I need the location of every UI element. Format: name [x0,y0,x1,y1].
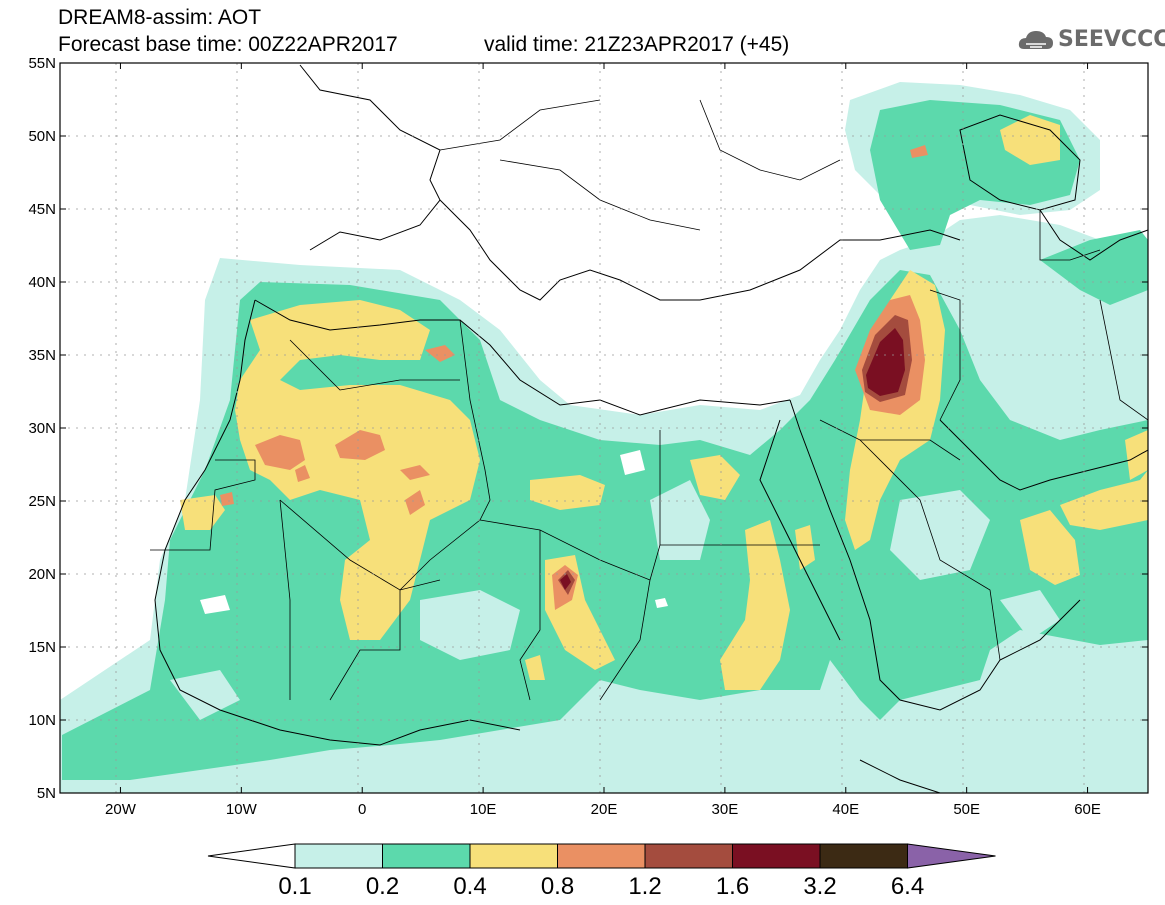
colorbar-over-triangle [907,843,996,869]
seevccc-logo: SEEVCCC [1016,25,1165,55]
colorbar: 0.1 0.2 0.4 0.8 1.2 1.6 3.2 6.4 [207,843,996,900]
longitude-axis: 20W 10W 0 10E 20E 30E 40E 50E 60E [105,63,1101,818]
lat-tick-label: 25N [28,493,56,510]
lat-tick-label: 20N [28,566,56,583]
lon-tick-label: 10E [470,801,497,818]
lon-tick-label: 50E [953,801,980,818]
lon-tick-label: 0 [358,801,366,818]
colorbar-box [557,843,646,869]
colorbar-level-label: 0.1 [278,873,311,900]
cloud-logo-icon [1018,31,1053,49]
aot-band-1.6 [560,328,905,590]
lat-tick-label: 5N [37,785,56,802]
colorbar-box [819,843,908,869]
lon-tick-label: 40E [832,801,859,818]
colorbar-box [644,843,733,869]
valid-time: valid time: 21Z23APR2017 (+45) [484,33,790,56]
colorbar-under-triangle [207,843,296,869]
lat-tick-label: 40N [28,274,56,291]
logo-text: SEEVCCC [1058,27,1165,52]
lon-tick-label: 60E [1074,801,1101,818]
lat-tick-label: 45N [28,201,56,218]
lon-tick-label: 10W [226,801,258,818]
aot-lighter-holes [170,480,1060,720]
lat-tick-label: 50N [28,128,56,145]
lon-tick-label: 30E [712,801,739,818]
map-title: DREAM8-assim: AOT [58,6,262,29]
lat-tick-label: 55N [28,55,56,72]
colorbar-level-label: 1.6 [716,873,749,900]
colorbar-level-label: 3.2 [803,873,836,900]
colorbar-level-label: 0.8 [541,873,574,900]
lon-tick-label: 20E [591,801,618,818]
lat-tick-label: 30N [28,420,56,437]
colorbar-level-label: 6.4 [891,873,924,900]
country-borders [150,99,1148,701]
colorbar-box [382,843,471,869]
lon-tick-label: 20W [105,801,137,818]
aot-clear-holes [200,450,668,614]
colorbar-level-label: 0.4 [453,873,486,900]
colorbar-level-label: 0.2 [366,873,399,900]
colorbar-level-label: 1.2 [628,873,661,900]
coastlines [154,64,1148,793]
lat-tick-label: 35N [28,347,56,364]
colorbar-box [294,843,383,869]
grid-lines [60,63,1148,793]
latitude-axis: 55N 50N 45N 40N 35N 30N 25N 20N 15N 10N 5N [28,55,1148,802]
lat-tick-label: 15N [28,639,56,656]
colorbar-box [469,843,558,869]
forecast-base-time: Forecast base time: 00Z22APR2017 [58,33,398,56]
colorbar-box [732,843,821,869]
lat-tick-label: 10N [28,712,56,729]
